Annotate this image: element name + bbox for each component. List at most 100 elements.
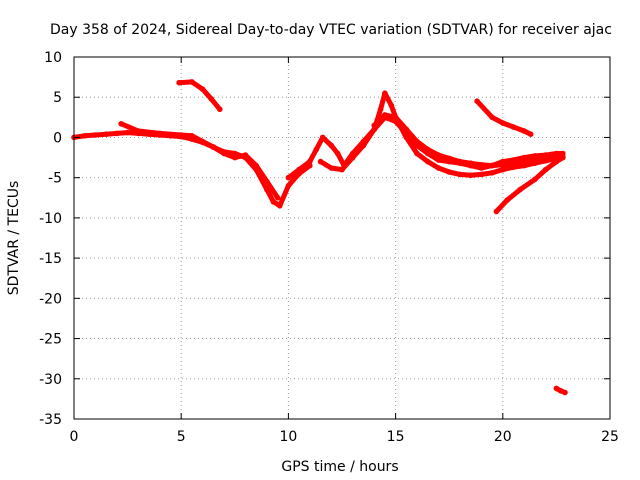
- data-point: [435, 157, 442, 163]
- y-tick-label: -35: [39, 412, 62, 428]
- data-point: [489, 170, 495, 176]
- data-point: [553, 158, 560, 165]
- data-point: [274, 195, 281, 201]
- data-point: [118, 121, 124, 127]
- data-point: [317, 158, 324, 165]
- data-point: [467, 160, 474, 166]
- data-point: [296, 166, 302, 173]
- data-point: [467, 172, 474, 179]
- data-point: [457, 171, 463, 178]
- data-point: [382, 112, 388, 118]
- data-point: [457, 158, 463, 165]
- data-point: [521, 128, 527, 134]
- data-point: [553, 385, 560, 392]
- data-point: [242, 152, 249, 158]
- data-point: [253, 162, 259, 169]
- data-point: [264, 178, 270, 185]
- data-point: [270, 199, 277, 205]
- x-tick-label: 5: [177, 429, 186, 445]
- y-tick-label: -20: [39, 291, 62, 307]
- y-tick-label: -25: [39, 332, 62, 348]
- data-point: [377, 106, 384, 113]
- data-point: [493, 208, 500, 215]
- data-point: [474, 98, 480, 104]
- x-tick-labels: 0 5 10 15 20 25: [70, 429, 619, 445]
- grid-lines: [74, 57, 610, 419]
- data-point: [388, 102, 395, 109]
- chart-title: Day 358 of 2024, Sidereal Day-to-day VTE…: [50, 22, 612, 38]
- data-point: [285, 174, 292, 181]
- x-tick-label: 20: [494, 429, 512, 445]
- data-point: [489, 114, 495, 121]
- data-point: [500, 166, 506, 173]
- data-point: [382, 90, 388, 96]
- axis-ticks: [73, 56, 611, 420]
- y-axis-label: SDTVAR / TECUs: [6, 181, 22, 296]
- data-point: [414, 138, 420, 145]
- data-point: [478, 162, 485, 168]
- data-point: [360, 142, 367, 149]
- data-point: [176, 79, 182, 86]
- data-point: [510, 160, 517, 166]
- data-point: [208, 96, 214, 102]
- y-tick-label: -30: [39, 372, 62, 388]
- y-tick-label: -10: [39, 211, 62, 227]
- data-point: [500, 162, 506, 168]
- data-point: [557, 388, 564, 394]
- data-point: [504, 197, 510, 203]
- y-tick-label: 5: [53, 90, 62, 106]
- data-point: [542, 166, 549, 173]
- data-point: [392, 114, 399, 121]
- y-tick-label: -15: [39, 251, 62, 267]
- data-point: [189, 133, 195, 139]
- data-point: [527, 131, 534, 137]
- data-point: [103, 131, 109, 137]
- data-point: [313, 146, 320, 153]
- data-point: [334, 150, 341, 157]
- data-point: [371, 126, 378, 133]
- x-tick-label: 10: [279, 429, 297, 445]
- data-point: [349, 154, 356, 161]
- y-tick-label: -5: [48, 171, 62, 187]
- y-tick-label: 10: [44, 50, 62, 66]
- data-point: [217, 106, 223, 113]
- x-axis-label: GPS time / hours: [281, 459, 398, 475]
- data-point: [232, 154, 238, 161]
- data-point: [178, 132, 184, 138]
- data-point: [403, 126, 410, 133]
- data-point: [532, 176, 538, 183]
- data-point: [210, 144, 217, 150]
- data-point: [425, 146, 431, 153]
- data-point: [489, 162, 495, 169]
- y-tick-label: 0: [53, 130, 62, 146]
- data-point: [221, 150, 227, 157]
- data-point: [446, 155, 453, 162]
- data-point: [435, 152, 442, 158]
- data-point: [478, 171, 485, 178]
- data-point: [435, 165, 442, 171]
- data-point: [277, 203, 283, 209]
- data-point: [371, 122, 378, 129]
- y-tick-labels: 10 5 0 -5 -10 -15 -20 -25 -30 -35: [39, 50, 62, 428]
- data-point: [328, 165, 335, 171]
- data-point: [92, 132, 99, 138]
- data-point: [517, 186, 523, 193]
- data-point: [521, 158, 527, 165]
- data-point: [510, 124, 517, 130]
- data-point: [425, 158, 431, 165]
- data-point: [81, 133, 88, 139]
- x-tick-label: 0: [70, 429, 79, 445]
- data-point: [285, 182, 292, 189]
- data-point: [553, 150, 560, 157]
- series-group: [71, 79, 568, 396]
- data-point: [157, 130, 163, 137]
- data-point: [189, 79, 195, 85]
- data-point: [562, 389, 568, 396]
- data-point: [199, 138, 206, 145]
- data-point: [199, 86, 206, 92]
- series-track-c: [176, 79, 223, 112]
- data-point: [560, 154, 566, 161]
- data-point: [500, 120, 506, 126]
- data-point: [446, 169, 453, 175]
